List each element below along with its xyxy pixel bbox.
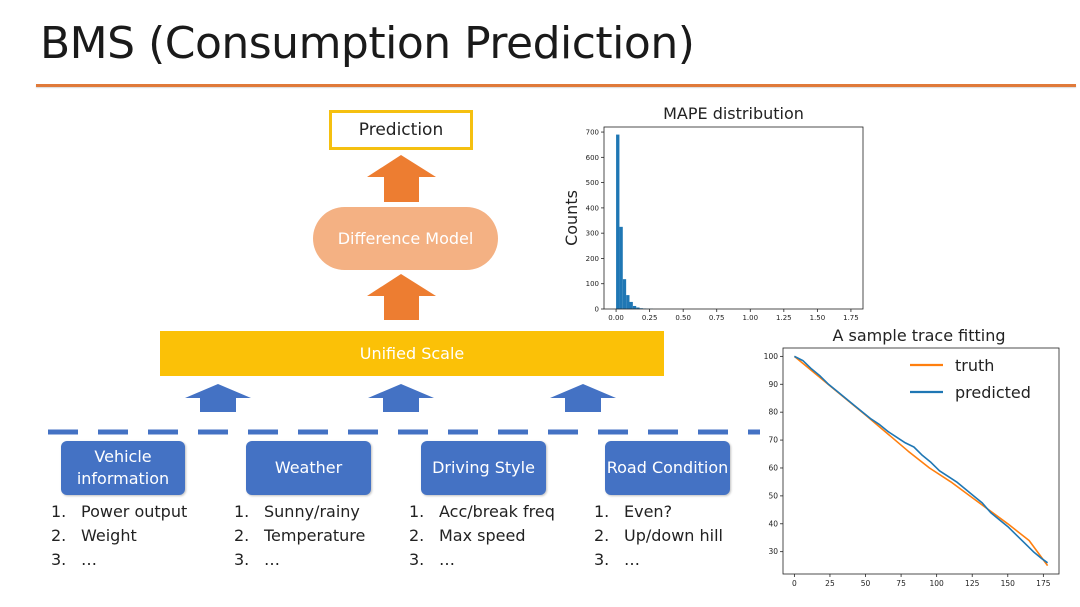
y-axis-label: Counts bbox=[562, 190, 581, 246]
series-line-predicted bbox=[794, 355, 1049, 564]
x-tick-label: 50 bbox=[861, 579, 871, 588]
y-tick-label: 400 bbox=[586, 204, 599, 212]
x-tick-label: 0 bbox=[792, 579, 797, 588]
list-item: 2. Weight bbox=[51, 526, 137, 545]
x-tick-label: 0.25 bbox=[642, 314, 658, 322]
legend-label-predicted: predicted bbox=[955, 383, 1031, 402]
category-driving-style: Driving Style bbox=[421, 441, 546, 495]
blue-up-arrow-3 bbox=[550, 384, 616, 412]
y-tick-label: 80 bbox=[768, 408, 778, 417]
list-item: 1. Acc/break freq bbox=[409, 502, 555, 521]
unified-scale-bar: Unified Scale bbox=[160, 331, 664, 376]
y-tick-label: 70 bbox=[768, 436, 778, 445]
histogram-bar bbox=[629, 301, 633, 309]
list-item: 3.… bbox=[51, 550, 97, 569]
plot-frame bbox=[603, 126, 864, 310]
chart-title: MAPE distribution bbox=[663, 104, 804, 123]
category-road-condition: Road Condition bbox=[605, 441, 730, 495]
x-tick-label: 175 bbox=[1036, 579, 1051, 588]
histogram-bar bbox=[626, 295, 630, 309]
y-tick-label: 30 bbox=[768, 547, 778, 556]
driving-style-list: 1. Acc/break freq 2. Max speed 3.… bbox=[409, 500, 555, 572]
y-tick-label: 700 bbox=[586, 129, 599, 137]
x-tick-label: 150 bbox=[1001, 579, 1016, 588]
weather-list: 1. Sunny/rainy 2. Temperature 3.… bbox=[234, 500, 365, 572]
list-item: 2. Temperature bbox=[234, 526, 366, 545]
list-item: 2. Max speed bbox=[409, 526, 526, 545]
histogram-bar bbox=[619, 226, 623, 309]
y-tick-label: 500 bbox=[586, 179, 599, 187]
x-tick-label: 0.00 bbox=[608, 314, 624, 322]
orange-up-arrow-top bbox=[367, 155, 436, 202]
x-tick-label: 1.75 bbox=[843, 314, 859, 322]
y-tick-label: 60 bbox=[768, 463, 778, 472]
x-tick-label: 0.50 bbox=[675, 314, 691, 322]
x-tick-label: 125 bbox=[965, 579, 980, 588]
y-tick-label: 40 bbox=[768, 519, 778, 528]
mape-histogram-chart: MAPE distribution Counts 0.00 0.25 0.50 0.75 1… bbox=[562, 104, 864, 322]
histogram-bar bbox=[622, 279, 627, 309]
list-item: 3.… bbox=[409, 550, 455, 569]
histogram-bar bbox=[636, 307, 640, 309]
vehicle-information-list: 1. Power output 2. Weight 3.… bbox=[51, 500, 187, 572]
x-tick-label: 0.75 bbox=[709, 314, 725, 322]
y-tick-label: 200 bbox=[586, 255, 599, 263]
histogram-bar bbox=[632, 305, 637, 309]
prediction-box: Prediction bbox=[329, 110, 473, 150]
difference-model-node: Difference Model bbox=[313, 207, 498, 270]
list-item: 1. Even? bbox=[594, 502, 673, 521]
y-tick-label: 0 bbox=[595, 306, 599, 314]
y-tick-label: 600 bbox=[586, 154, 599, 162]
x-tick-label: 100 bbox=[929, 579, 944, 588]
slide-title: BMS (Consumption Prediction) bbox=[40, 18, 695, 69]
category-vehicle-information: Vehicle information bbox=[61, 441, 185, 495]
trace-fitting-chart: A sample trace fitting 0 25 50 75 100 125 150 17… bbox=[764, 326, 1060, 588]
category-weather: Weather bbox=[246, 441, 371, 495]
y-tick-label: 300 bbox=[586, 230, 599, 238]
list-item: 1. Power output bbox=[51, 502, 188, 521]
x-tick-label: 25 bbox=[825, 579, 835, 588]
legend-label-truth: truth bbox=[955, 356, 994, 375]
road-condition-list: 1. Even? 2. Up/down hill 3.… bbox=[594, 500, 723, 572]
y-tick-label: 100 bbox=[586, 280, 599, 288]
title-divider bbox=[36, 84, 1076, 87]
y-tick-label: 50 bbox=[768, 491, 778, 500]
x-tick-label: 75 bbox=[896, 579, 906, 588]
y-tick-label: 90 bbox=[768, 380, 778, 389]
blue-up-arrow-1 bbox=[185, 384, 251, 412]
blue-up-arrow-2 bbox=[368, 384, 434, 412]
x-tick-label: 1.00 bbox=[742, 314, 758, 322]
x-tick-label: 1.25 bbox=[776, 314, 792, 322]
x-tick-label: 1.50 bbox=[810, 314, 826, 322]
list-item: 1. Sunny/rainy bbox=[234, 502, 360, 521]
y-tick-label: 100 bbox=[764, 352, 779, 361]
list-item: 3.… bbox=[594, 550, 640, 569]
chart-title: A sample trace fitting bbox=[832, 326, 1005, 345]
orange-up-arrow-bottom bbox=[367, 274, 436, 320]
histogram-bar bbox=[616, 134, 620, 309]
list-item: 3.… bbox=[234, 550, 280, 569]
list-item: 2. Up/down hill bbox=[594, 526, 723, 545]
